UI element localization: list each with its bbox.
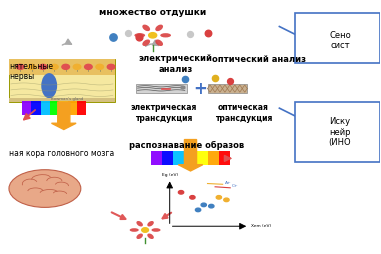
Ellipse shape xyxy=(155,25,163,31)
Bar xyxy=(9,59,115,75)
Circle shape xyxy=(216,196,221,199)
Ellipse shape xyxy=(41,73,57,98)
Text: электрический
анализ: электрический анализ xyxy=(138,55,212,74)
Ellipse shape xyxy=(142,25,150,31)
Point xyxy=(227,79,233,83)
Point xyxy=(125,31,131,35)
Bar xyxy=(9,99,115,102)
Ellipse shape xyxy=(152,228,160,232)
Circle shape xyxy=(51,64,58,69)
Ellipse shape xyxy=(147,221,154,227)
Bar xyxy=(208,151,219,165)
Text: электрическая
трансдукция: электрическая трансдукция xyxy=(131,103,197,123)
Bar xyxy=(173,151,185,165)
Text: Иску
нейр
(ИНО: Иску нейр (ИНО xyxy=(328,117,351,147)
Text: оптическая
трансдукция: оптическая трансдукция xyxy=(215,103,272,123)
Circle shape xyxy=(16,64,24,69)
Ellipse shape xyxy=(134,33,145,37)
Bar xyxy=(295,102,379,162)
Text: Eg (eV): Eg (eV) xyxy=(162,173,178,178)
Ellipse shape xyxy=(147,233,154,239)
Text: Сено
сист: Сено сист xyxy=(329,31,351,50)
Bar xyxy=(219,151,230,165)
Ellipse shape xyxy=(136,233,143,239)
Circle shape xyxy=(224,198,229,202)
Bar xyxy=(151,151,162,165)
Text: множество отдушки: множество отдушки xyxy=(99,8,206,17)
Circle shape xyxy=(85,64,92,69)
Bar xyxy=(208,84,247,93)
Bar xyxy=(196,151,208,165)
Point xyxy=(136,35,142,39)
Bar xyxy=(68,101,77,115)
Ellipse shape xyxy=(142,39,150,46)
Point xyxy=(205,31,211,35)
Bar xyxy=(9,59,115,102)
Bar xyxy=(162,151,173,165)
Bar xyxy=(40,101,50,115)
FancyArrow shape xyxy=(51,102,76,130)
Text: распознавание образов: распознавание образов xyxy=(129,141,244,150)
Point xyxy=(110,35,116,39)
Ellipse shape xyxy=(136,221,143,227)
Text: Xem (eV): Xem (eV) xyxy=(251,224,271,228)
Text: ная кора головного мозга: ная кора головного мозга xyxy=(9,149,114,158)
Text: C+: C+ xyxy=(232,184,239,188)
Bar xyxy=(50,101,59,115)
Bar xyxy=(77,101,86,115)
Circle shape xyxy=(96,64,104,69)
Circle shape xyxy=(149,33,157,38)
Text: +: + xyxy=(193,80,207,98)
Circle shape xyxy=(209,204,214,208)
Point xyxy=(212,76,218,80)
Circle shape xyxy=(181,86,185,89)
Bar xyxy=(59,101,68,115)
Ellipse shape xyxy=(9,170,81,208)
Text: Bowman's gland: Bowman's gland xyxy=(51,97,83,101)
Ellipse shape xyxy=(130,228,139,232)
Bar xyxy=(22,101,31,115)
Bar xyxy=(136,84,187,93)
Text: A+: A+ xyxy=(224,181,231,185)
Bar xyxy=(295,13,379,63)
Circle shape xyxy=(62,64,69,69)
Circle shape xyxy=(178,190,184,194)
Circle shape xyxy=(190,196,195,199)
Bar xyxy=(185,151,196,165)
Circle shape xyxy=(28,64,35,69)
Circle shape xyxy=(142,228,149,232)
FancyArrow shape xyxy=(178,139,203,171)
Point xyxy=(187,32,194,36)
Ellipse shape xyxy=(155,39,163,46)
Circle shape xyxy=(39,64,47,69)
Bar xyxy=(31,101,40,115)
Point xyxy=(182,77,188,81)
Circle shape xyxy=(201,203,207,207)
Circle shape xyxy=(107,64,115,69)
Text: оптический анализ: оптический анализ xyxy=(211,55,306,64)
Text: нятельные
нервы: нятельные нервы xyxy=(9,62,53,82)
Ellipse shape xyxy=(160,33,171,37)
Circle shape xyxy=(73,64,81,69)
Circle shape xyxy=(195,208,201,212)
